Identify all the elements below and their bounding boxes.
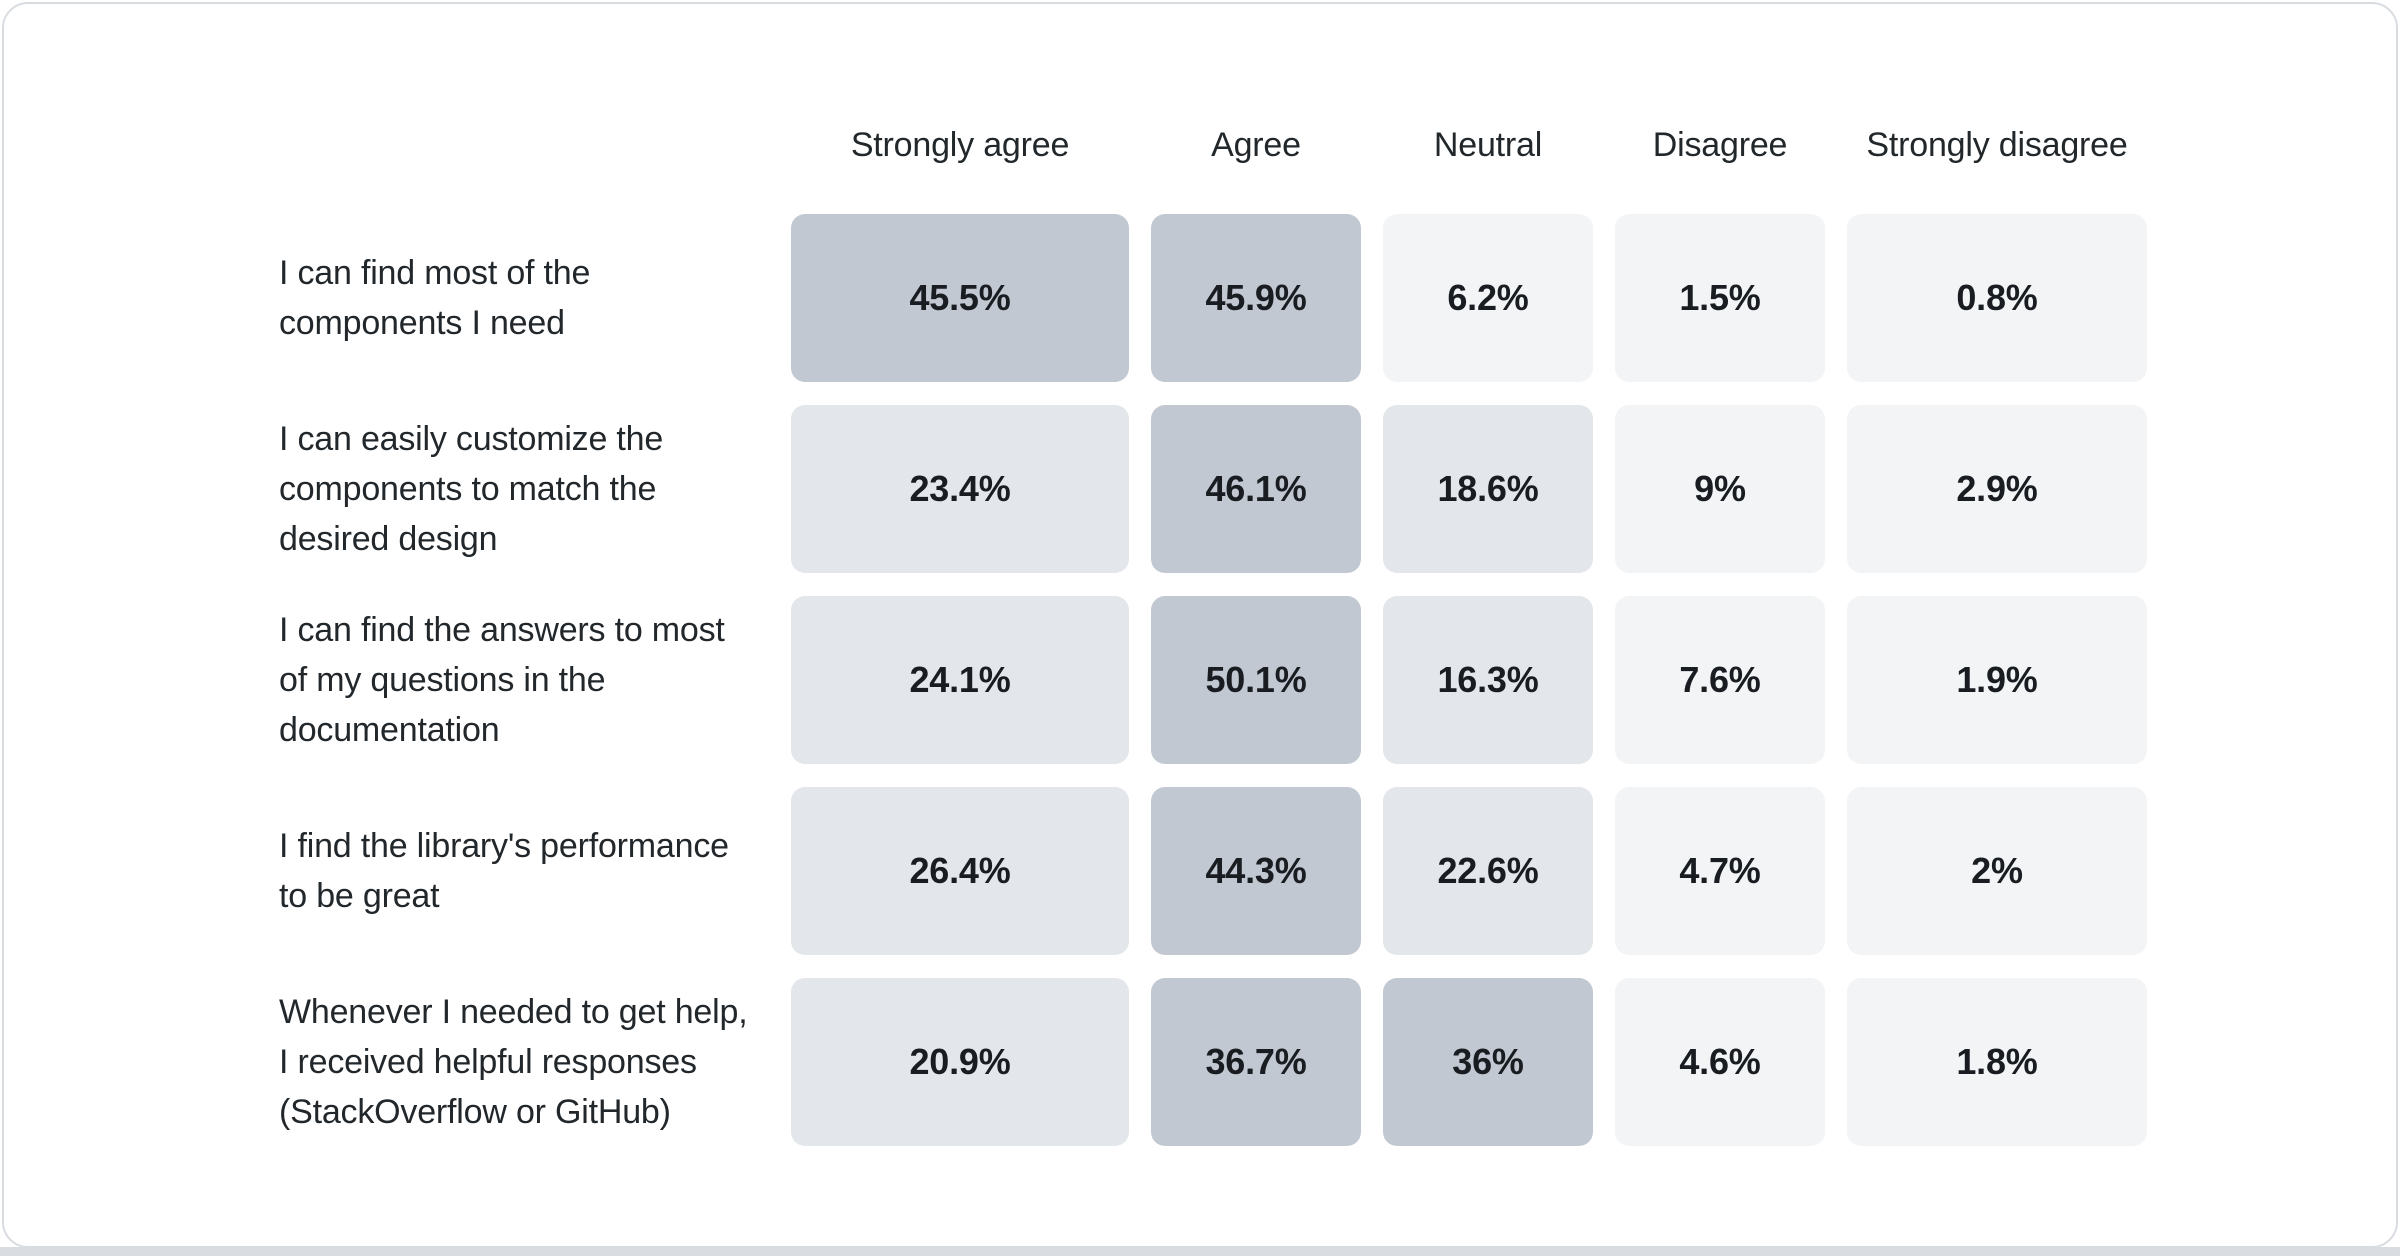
heat-cell: 26.4% bbox=[791, 787, 1129, 955]
heat-cell: 36% bbox=[1383, 978, 1593, 1146]
heat-cell: 2% bbox=[1847, 787, 2147, 955]
heat-cell: 0.8% bbox=[1847, 214, 2147, 382]
heat-cell: 9% bbox=[1615, 405, 1825, 573]
row-label: Whenever I needed to get help, I receive… bbox=[279, 993, 748, 1131]
row-label: I find the library's performance to be g… bbox=[279, 827, 729, 915]
heat-cell: 16.3% bbox=[1383, 596, 1593, 764]
survey-heatmap-table: Strongly agree Agree Neutral Disagree Strong… bbox=[269, 51, 2147, 1146]
heat-cell: 45.9% bbox=[1151, 214, 1361, 382]
column-header-disagree: Disagree bbox=[1652, 126, 1788, 164]
heat-cell: 50.1% bbox=[1151, 596, 1361, 764]
heat-cell: 20.9% bbox=[791, 978, 1129, 1146]
corner-spacer bbox=[269, 51, 769, 191]
column-header-strongly-agree: Strongly agree bbox=[850, 126, 1070, 164]
column-header-neutral: Neutral bbox=[1433, 126, 1543, 164]
heat-cell: 4.7% bbox=[1615, 787, 1825, 955]
column-header-strongly-disagree: Strongly disagree bbox=[1866, 126, 2128, 164]
heat-cell: 4.6% bbox=[1615, 978, 1825, 1146]
page-bottom-strip bbox=[0, 1247, 2400, 1256]
heat-cell: 1.8% bbox=[1847, 978, 2147, 1146]
heat-cell: 18.6% bbox=[1383, 405, 1593, 573]
heat-cell: 46.1% bbox=[1151, 405, 1361, 573]
heat-cell: 2.9% bbox=[1847, 405, 2147, 573]
heat-cell: 23.4% bbox=[791, 405, 1129, 573]
row-label: I can find most of the components I need bbox=[279, 254, 591, 342]
heat-cell: 1.9% bbox=[1847, 596, 2147, 764]
heat-cell: 44.3% bbox=[1151, 787, 1361, 955]
heat-cell: 7.6% bbox=[1615, 596, 1825, 764]
heat-cell: 6.2% bbox=[1383, 214, 1593, 382]
heat-cell: 36.7% bbox=[1151, 978, 1361, 1146]
column-header-agree: Agree bbox=[1211, 126, 1301, 164]
heat-cell: 1.5% bbox=[1615, 214, 1825, 382]
row-label: I can easily customize the components to… bbox=[279, 420, 664, 558]
heat-cell: 45.5% bbox=[791, 214, 1129, 382]
heat-cell: 22.6% bbox=[1383, 787, 1593, 955]
heat-cell: 24.1% bbox=[791, 596, 1129, 764]
row-label: I can find the answers to most of my que… bbox=[279, 611, 725, 749]
